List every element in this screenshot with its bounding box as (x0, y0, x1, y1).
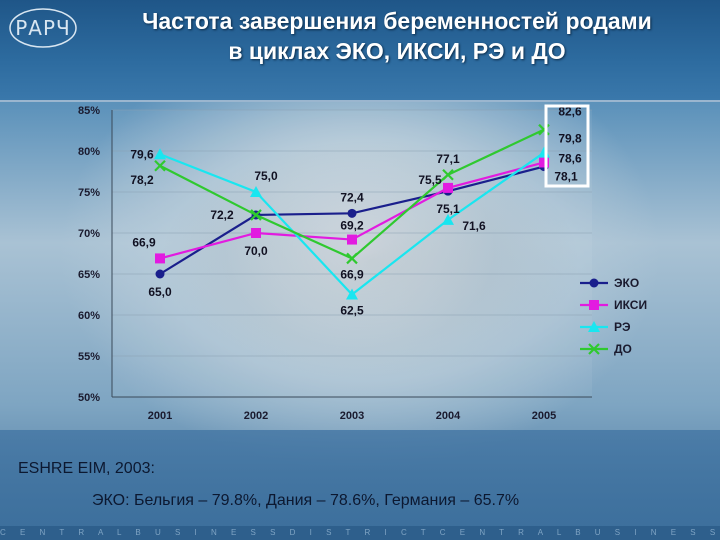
legend-marker (588, 321, 600, 332)
logo-text: РАРЧ (15, 16, 71, 40)
data-label: 62,5 (340, 304, 364, 318)
data-point-square (251, 228, 261, 238)
data-label: 79,8 (558, 132, 582, 146)
data-point-square (347, 234, 357, 245)
data-label: 77,1 (436, 152, 460, 166)
data-point-square (443, 182, 453, 193)
data-point-triangle (442, 213, 454, 225)
data-label: 78,6 (558, 151, 582, 165)
marker-stroke (442, 169, 454, 181)
data-label: 75,1 (436, 202, 460, 216)
data-point-x (442, 169, 454, 181)
caption-details: ЭКО: Бельгия – 79.8%, Дания – 78.6%, Гер… (92, 492, 520, 509)
x-tick-label: 2004 (436, 410, 461, 422)
data-point-circle (347, 208, 357, 218)
data-label: 78,1 (554, 170, 578, 184)
title-line-1: Частота завершения беременностей родами (142, 8, 652, 34)
data-point-triangle (154, 148, 166, 160)
data-point-triangle (250, 186, 262, 197)
data-point-x (346, 252, 358, 265)
data-label: 66,9 (340, 267, 364, 281)
y-tick-label: 50% (78, 392, 100, 404)
line-chart: 50% 55% 60% 65% 70% 75% 80% 85% 2001 2002 2003 2004… (78, 104, 647, 422)
x-tick-label: 2001 (148, 410, 172, 422)
x-tick-label: 2002 (244, 410, 268, 422)
legend-label: ДО (614, 342, 632, 356)
data-label: 70,0 (244, 244, 268, 258)
caption-source: ESHRE EIM, 2003: (18, 460, 155, 477)
y-tick-label: 60% (78, 310, 100, 322)
data-point-square (155, 253, 165, 264)
y-tick-label: 70% (78, 228, 100, 240)
data-label: 79,6 (130, 147, 154, 161)
legend-label: РЭ (614, 320, 631, 334)
footer-strip: C E N T R A L B U S I N E S S D I S T R … (0, 526, 720, 540)
marker-stroke (154, 159, 166, 172)
data-point-x (250, 209, 262, 221)
logo: РАРЧ (9, 8, 77, 48)
data-label: 75,5 (418, 173, 442, 187)
title-line-2: в циклах ЭКО, ИКСИ, РЭ и ДО (228, 38, 566, 64)
x-tick-label: 2003 (340, 410, 364, 422)
y-tick-label: 55% (78, 351, 100, 363)
data-label: 78,2 (130, 173, 154, 187)
data-label: 72,2 (210, 208, 234, 222)
marker-stroke (346, 252, 358, 265)
data-label: 66,9 (132, 235, 156, 249)
y-tick-label: 75% (78, 187, 100, 199)
legend-label: ЭКО (614, 276, 639, 290)
data-label: 72,4 (340, 190, 364, 204)
legend-label: ИКСИ (614, 298, 647, 312)
y-tick-label: 80% (78, 146, 100, 158)
y-tick-label: 65% (78, 269, 100, 281)
y-tick-label: 85% (78, 105, 100, 117)
header-bar: РАРЧ Частота завершения беременностей ро… (0, 0, 720, 102)
caption-panel (0, 430, 720, 540)
legend-marker (589, 278, 599, 288)
x-tick-label: 2005 (532, 410, 556, 422)
marker-stroke (250, 209, 262, 221)
marker-stroke (588, 343, 600, 355)
data-label: 75,0 (254, 169, 278, 183)
data-point-circle (155, 269, 165, 279)
highlight-box (544, 104, 590, 188)
data-label: 69,2 (340, 219, 364, 233)
data-point-x (154, 159, 166, 172)
legend-marker (589, 300, 599, 310)
legend-marker (588, 343, 600, 355)
data-label: 71,6 (462, 219, 486, 233)
data-point-square (539, 157, 549, 168)
plot-area (112, 110, 592, 397)
page-title: Частота завершения беременностей родами … (82, 6, 712, 66)
data-point-triangle (346, 288, 358, 300)
data-label: 65,0 (148, 285, 172, 299)
data-label: 82,6 (558, 105, 582, 119)
